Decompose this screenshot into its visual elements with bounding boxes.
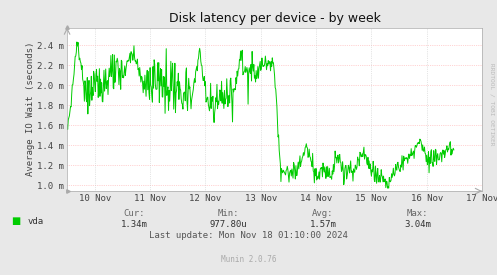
Text: 1.57m: 1.57m <box>310 220 336 229</box>
Text: Last update: Mon Nov 18 01:10:00 2024: Last update: Mon Nov 18 01:10:00 2024 <box>149 231 348 240</box>
Y-axis label: Average IO Wait (seconds): Average IO Wait (seconds) <box>26 42 35 177</box>
Text: Cur:: Cur: <box>123 209 145 218</box>
Text: 977.80u: 977.80u <box>210 220 248 229</box>
Text: Munin 2.0.76: Munin 2.0.76 <box>221 255 276 264</box>
Text: Max:: Max: <box>407 209 428 218</box>
Text: 3.04m: 3.04m <box>404 220 431 229</box>
Text: 1.34m: 1.34m <box>121 220 148 229</box>
Text: RRDTOOL / TOBI OETIKER: RRDTOOL / TOBI OETIKER <box>490 63 495 146</box>
Text: vda: vda <box>27 217 43 226</box>
Title: Disk latency per device - by week: Disk latency per device - by week <box>168 12 381 25</box>
Text: ■: ■ <box>11 216 20 226</box>
Text: Avg:: Avg: <box>312 209 334 218</box>
Text: Min:: Min: <box>218 209 240 218</box>
